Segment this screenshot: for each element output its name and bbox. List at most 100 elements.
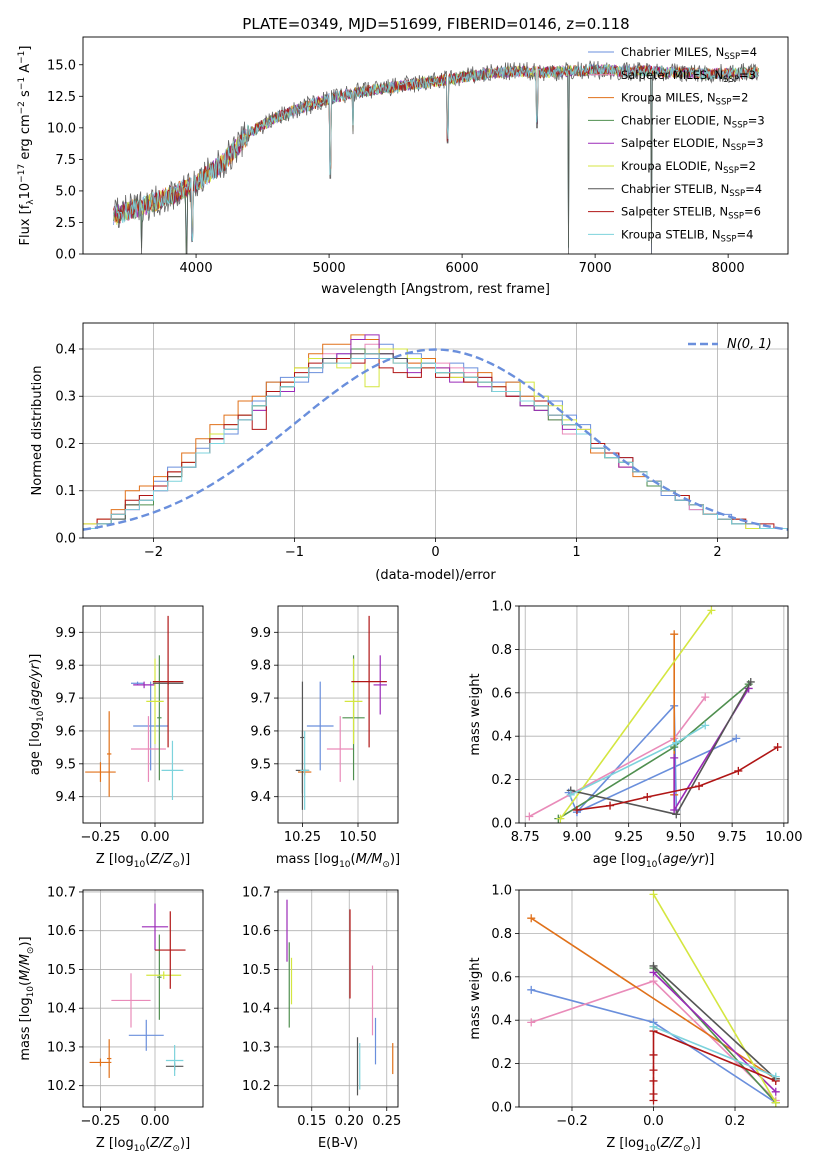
y-tick-label: 0.0 xyxy=(491,817,512,832)
y-tick-label: 9.8 xyxy=(250,659,271,674)
y-axis-label: Flux [fλ10−17 erg cm−2 s−1 A−1] xyxy=(17,46,36,246)
y-tick-label: 0.0 xyxy=(55,248,76,263)
kroupa_elodie-marker xyxy=(707,606,716,615)
chabrier_elodie-weight-line xyxy=(557,683,750,820)
x-tick-label: 9.25 xyxy=(614,830,643,845)
label-text: ( xyxy=(145,1136,150,1151)
x-axis-label: Z [log10(Z/Z⊙)] xyxy=(96,1136,190,1154)
axes-frame xyxy=(277,605,399,824)
label-text: Z/Z xyxy=(149,852,173,867)
x-axis-label: E(B-V) xyxy=(318,1136,358,1151)
x-tick-label: 10.00 xyxy=(765,830,802,845)
chabrier_miles-marker xyxy=(732,734,741,743)
z_vs_mass-plot-area xyxy=(89,903,186,1078)
label-part: −2 xyxy=(17,101,27,114)
z_vs_weight-axes: −0.2 0.0 0.2 0.0 0.2 0.4 0.6 0.8 1.0 Z [log10(Z/Z… xyxy=(468,884,789,1154)
legend-name: Salpeter ELODIE, N xyxy=(621,136,731,150)
y-tick-label: 0.2 xyxy=(491,1057,512,1072)
y-tick-label: 0.2 xyxy=(491,773,512,788)
legend-sub: SSP xyxy=(723,166,739,176)
x-tick-label: −0.2 xyxy=(556,1114,588,1129)
label-part: λ xyxy=(26,199,36,205)
salpeter_stelib-marker xyxy=(649,1076,658,1085)
kroupa_elodie-marker xyxy=(556,814,565,823)
legend-name: Kroupa MILES, N xyxy=(621,91,716,105)
x-tick-label: 0 xyxy=(431,545,439,560)
chabrier_miles-marker xyxy=(527,985,536,994)
x-tick-label: 0.20 xyxy=(335,1114,364,1129)
x-tick-label: 10.50 xyxy=(339,830,376,845)
salpeter_stelib-marker xyxy=(734,766,743,775)
x-tick-label: 10.25 xyxy=(284,830,321,845)
y-tick-label: 9.7 xyxy=(55,692,76,707)
label-text: Z [log xyxy=(96,852,134,867)
y-tick-label: 0.4 xyxy=(491,1014,512,1029)
x-tick-label: 5000 xyxy=(313,261,346,276)
x-axis-label: (data-model)/error xyxy=(375,568,496,583)
label-sub: ⊙ xyxy=(382,860,390,870)
label-part: s xyxy=(18,90,33,101)
legend-count: =4 xyxy=(740,45,757,59)
y-tick-label: 5.0 xyxy=(55,184,76,199)
y-tick-label: 10.2 xyxy=(47,1079,76,1094)
y-tick-label: 0.0 xyxy=(491,1101,512,1116)
spectrum-plot-area xyxy=(113,60,759,254)
y-tick-label: 0.1 xyxy=(55,484,76,499)
label-text: age/yr xyxy=(28,662,43,705)
y-tick-label: 9.4 xyxy=(250,790,271,805)
y-tick-label: 0.4 xyxy=(55,342,76,357)
y-tick-label: 0.8 xyxy=(491,643,512,658)
label-sub: 10 xyxy=(134,860,146,870)
legend-sub: SSP xyxy=(729,189,745,199)
x-tick-label: 0.00 xyxy=(141,1114,170,1129)
label-part: erg cm xyxy=(18,114,33,163)
label-text: ( xyxy=(351,852,356,867)
y-tick-label: 1.0 xyxy=(491,600,512,615)
y-axis-label: mass weight xyxy=(468,957,483,1039)
label-sub: 10 xyxy=(36,710,46,722)
axes-frame xyxy=(82,322,789,539)
axes-frame xyxy=(277,889,399,1108)
label-sub: ⊙ xyxy=(172,1144,180,1154)
label-text: M/M xyxy=(356,852,383,867)
y-tick-label: 0.0 xyxy=(55,532,76,547)
kroupa_stelib-marker xyxy=(771,1072,780,1081)
legend-label: Chabrier ELODIE, NSSP=3 xyxy=(621,113,765,130)
ebv_vs_mass-plot-area xyxy=(286,899,394,1096)
y-axis-label: mass weight xyxy=(468,673,483,755)
label-text: )] xyxy=(180,852,190,867)
label-sub: 10 xyxy=(134,1144,146,1154)
label-part: −17 xyxy=(17,164,27,183)
salpeter_stelib-marker xyxy=(649,1066,658,1075)
label-part: A xyxy=(18,64,33,77)
label-text: Z/Z xyxy=(660,1136,684,1151)
y-tick-label: 9.9 xyxy=(55,626,76,641)
legend-name: Salpeter STELIB, N xyxy=(621,205,728,219)
label-part: 10 xyxy=(18,183,33,200)
salpeter_stelib-marker xyxy=(649,1050,658,1059)
salpeter_miles-marker xyxy=(649,977,658,986)
legend-label: Kroupa STELIB, NSSP=4 xyxy=(621,227,753,244)
figure-title: PLATE=0349, MJD=51699, FIBERID=0146, z=0… xyxy=(242,15,629,33)
y-tick-label: 10.4 xyxy=(47,1002,76,1017)
z_vs_age-axes: −0.25 0.009.49.59.69.79.89.9Z [log10(Z/Z⊙… xyxy=(28,605,204,870)
chabrier_miles-weight-line xyxy=(567,703,678,814)
legend-sub: SSP xyxy=(723,75,739,85)
kroupa_elodie-marker xyxy=(771,1098,780,1107)
z_vs_weight-plot-area xyxy=(527,890,780,1107)
chabrier_stelib-marker xyxy=(672,810,681,819)
legend-label: Salpeter MILES, NSSP=3 xyxy=(621,68,756,85)
y-tick-label: 10.5 xyxy=(242,963,271,978)
salpeter_elodie-marker xyxy=(670,805,679,814)
legend-label: Salpeter ELODIE, NSSP=3 xyxy=(621,136,764,153)
axes-frame xyxy=(82,36,789,255)
label-sub: ⊙ xyxy=(683,1144,691,1154)
salpeter_stelib-marker xyxy=(695,782,704,791)
x-tick-label: 4000 xyxy=(180,261,213,276)
spectrum-axes: 4000 5000 6000 7000 8000 0.0 2.5 5.0 7.5 10.0 12.5… xyxy=(17,36,789,297)
kroupa_stelib-marker xyxy=(566,790,575,799)
label-text: age [log xyxy=(28,722,43,775)
legend-count: =3 xyxy=(739,68,756,82)
label-text: )] xyxy=(18,936,33,946)
